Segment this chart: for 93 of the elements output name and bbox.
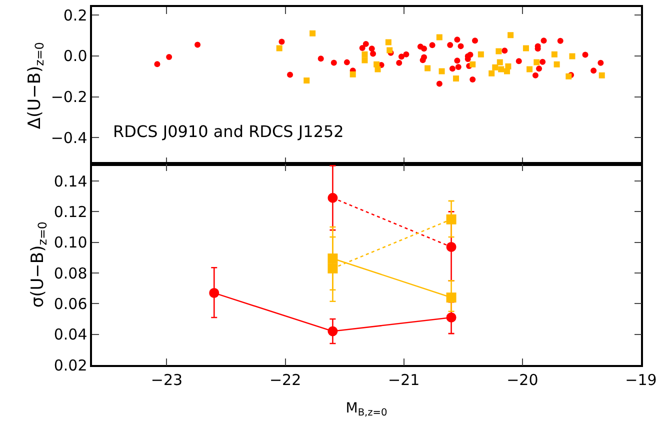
point (526, 66, 533, 72)
x-tick-label: −23 (150, 370, 183, 389)
point (488, 70, 495, 76)
point (508, 32, 514, 38)
point (551, 51, 558, 58)
point (436, 34, 442, 40)
point (166, 54, 172, 60)
point (438, 68, 445, 74)
point (362, 40, 369, 47)
point (209, 288, 220, 298)
point (496, 59, 503, 66)
point (446, 242, 456, 252)
point (328, 326, 338, 336)
point (362, 51, 368, 58)
point (557, 38, 564, 44)
point (536, 66, 542, 72)
point (502, 48, 508, 54)
point (344, 59, 350, 66)
point (359, 45, 366, 52)
point (446, 312, 456, 322)
y-tick-label: 0.02 (54, 356, 88, 374)
point (403, 51, 410, 58)
point (532, 72, 538, 78)
point (385, 39, 392, 46)
point (396, 60, 402, 66)
point (276, 45, 282, 52)
y-tick-label: 0.14 (54, 172, 88, 190)
point (590, 68, 597, 74)
point (455, 64, 462, 70)
point (447, 42, 454, 48)
point (598, 60, 604, 66)
point (496, 48, 502, 54)
point (582, 52, 588, 58)
point (569, 53, 576, 60)
point (374, 66, 381, 72)
point (328, 192, 338, 203)
point (386, 47, 393, 54)
point (516, 58, 522, 64)
point (470, 76, 476, 82)
y-tick-label: 0.06 (54, 294, 88, 313)
y-tick-label: −0.4 (50, 128, 88, 147)
point (540, 58, 546, 65)
point (424, 65, 431, 72)
x-tick-label: −21 (388, 370, 420, 389)
point (362, 57, 368, 64)
point (498, 66, 504, 72)
y-tick-label: 0.0 (63, 47, 88, 66)
point (458, 43, 464, 50)
y-tick-label: −0.2 (50, 88, 88, 106)
x-tick-label: −20 (506, 370, 538, 389)
point (421, 46, 428, 52)
point (194, 42, 201, 48)
point (446, 292, 456, 303)
point (278, 38, 285, 45)
y-tick-label: 0.04 (54, 326, 88, 344)
point (446, 214, 456, 224)
point (318, 56, 324, 62)
point (454, 58, 460, 64)
x-tick-label: −22 (269, 370, 302, 389)
point (504, 68, 510, 74)
y-tick-label: 0.2 (63, 6, 88, 24)
x-axis-title: M$_{B,z=0}$ (346, 400, 388, 418)
point (310, 30, 316, 36)
point (154, 61, 160, 68)
point (449, 66, 456, 72)
point (598, 72, 605, 78)
point (492, 64, 498, 70)
point (534, 59, 540, 66)
point (540, 38, 547, 44)
point (350, 71, 356, 78)
y-tick-label: 0.12 (54, 202, 88, 221)
point (420, 57, 426, 64)
point (453, 75, 460, 82)
point (554, 61, 560, 68)
point (454, 36, 460, 43)
y-tick-label: 0.10 (54, 234, 88, 252)
point (522, 45, 529, 52)
point (436, 80, 442, 87)
point (330, 60, 337, 66)
point (328, 263, 338, 274)
y-tick-label: 0.08 (54, 264, 88, 282)
point (304, 77, 310, 84)
annotation: RDCS J0910 and RDCS J1252 (113, 122, 344, 141)
point (472, 38, 478, 44)
point (566, 73, 572, 80)
point (429, 42, 436, 48)
point (368, 46, 375, 52)
point (470, 61, 476, 68)
point (370, 50, 376, 57)
x-tick-label: −19 (625, 370, 657, 389)
point (398, 54, 404, 60)
point (478, 51, 484, 58)
point (287, 72, 294, 78)
